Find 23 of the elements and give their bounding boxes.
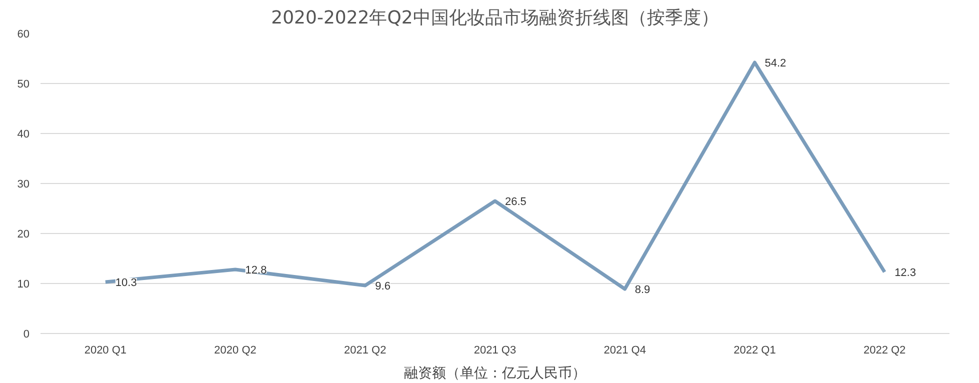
data-label: 26.5 [505, 196, 526, 208]
y-tick-label: 0 [23, 328, 30, 340]
chart-title: 2020-2022年Q2中国化妆品市场融资折线图（按季度） [271, 8, 719, 28]
x-tick-label: 2020 Q2 [214, 344, 256, 356]
data-label: 54.2 [764, 58, 786, 70]
x-tick-label: 2021 Q2 [344, 344, 386, 356]
y-tick-label: 10 [17, 278, 30, 290]
data-label: 12.3 [894, 267, 916, 279]
x-axis-title: 融资额（单位：亿元人民币） [404, 364, 586, 380]
x-tick-label: 2021 Q3 [474, 344, 516, 356]
y-tick-label: 20 [17, 228, 30, 240]
data-label: 12.8 [245, 264, 267, 276]
data-label: 8.9 [634, 284, 650, 296]
x-tick-label: 2022 Q2 [863, 344, 906, 356]
x-tick-label: 2021 Q4 [604, 344, 646, 356]
y-tick-label: 50 [17, 78, 30, 90]
y-tick-label: 30 [17, 178, 30, 190]
x-tick-label: 2020 Q1 [84, 344, 127, 356]
y-tick-label: 60 [17, 28, 30, 40]
x-tick-label: 2022 Q1 [734, 344, 776, 356]
data-label: 9.6 [375, 280, 390, 292]
data-label: 10.3 [115, 277, 137, 289]
y-tick-label: 40 [17, 128, 30, 140]
